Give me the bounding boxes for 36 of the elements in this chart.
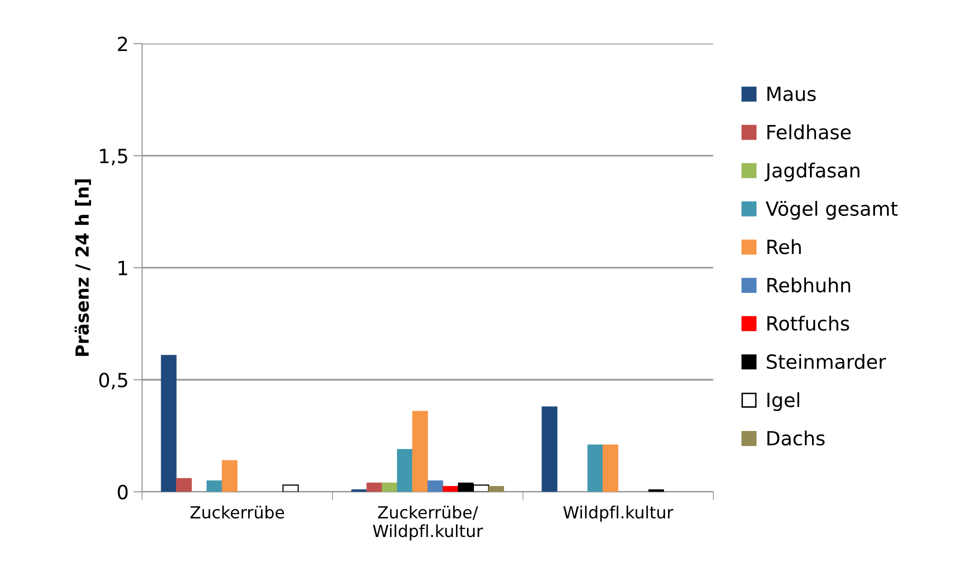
bar xyxy=(397,449,413,492)
y-axis-title: Präsenz / 24 h [n] xyxy=(74,179,92,356)
bar xyxy=(442,486,458,492)
bar xyxy=(176,478,192,492)
bar xyxy=(602,444,618,492)
x-tick-label: Zuckerrübe xyxy=(190,506,284,519)
bar xyxy=(382,482,398,492)
x-tick-label: Wildpfl.kultur xyxy=(563,506,674,522)
legend-label: Steinmarder xyxy=(766,354,886,370)
y-tick-label: 2 xyxy=(118,36,127,52)
bar xyxy=(412,410,428,492)
legend-label: Igel xyxy=(767,392,800,412)
legend-label: Feldhase xyxy=(767,124,851,140)
y-tick-label: 1,5 xyxy=(100,148,128,166)
y-tick-label: 1 xyxy=(118,260,128,276)
legend-label: Dachs xyxy=(767,430,825,446)
legend-label: Rebhuhn xyxy=(767,277,850,292)
y-tick-label: 0 xyxy=(118,484,128,500)
y-tick-label: 0,5 xyxy=(99,372,128,390)
bar xyxy=(206,480,222,492)
bar xyxy=(222,460,238,492)
bar xyxy=(366,482,382,492)
bar xyxy=(542,406,558,492)
bar xyxy=(587,444,604,492)
bar xyxy=(648,489,664,492)
bar xyxy=(160,354,177,492)
bar xyxy=(351,489,367,492)
bar xyxy=(488,486,504,492)
legend-label: Jagdfasan xyxy=(764,162,860,182)
legend-label: Maus xyxy=(767,86,816,102)
bar xyxy=(427,480,444,492)
x-tick-label: Zuckerrübe/ Wildpfl.kultur xyxy=(372,506,483,540)
bar xyxy=(282,484,299,492)
legend-label: Vögel gesamt xyxy=(766,200,898,220)
legend-label: Reh xyxy=(767,239,801,254)
legend-label: Rotfuchs xyxy=(767,316,850,331)
